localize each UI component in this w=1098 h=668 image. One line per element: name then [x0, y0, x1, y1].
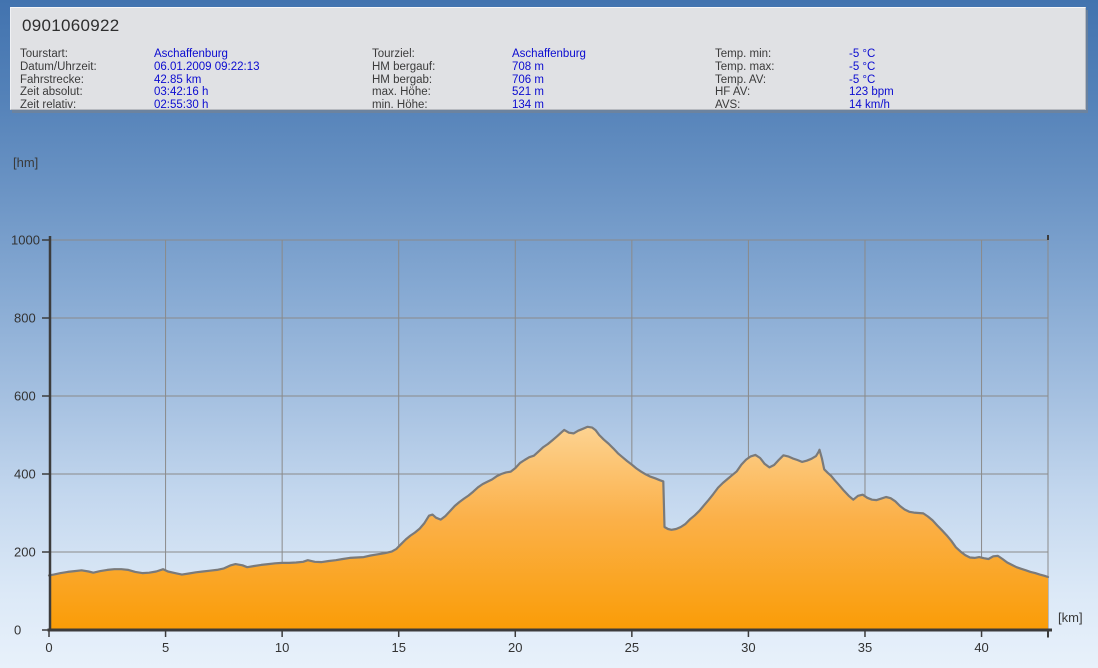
info-label: min. Höhe:: [372, 99, 428, 112]
info-row-temp-av: Temp. AV: -5 °C: [715, 73, 894, 86]
x-axis-unit-label: [km]: [1058, 610, 1083, 625]
x-tick-label-5: 5: [162, 640, 169, 655]
x-tick-label-30: 30: [741, 640, 755, 655]
y-tick-label-800: 800: [14, 311, 36, 326]
info-value: 706 m: [512, 73, 544, 86]
info-value: 134 m: [512, 99, 544, 112]
info-row-temp-min: Temp. min: -5 °C: [715, 48, 894, 61]
info-value: -5 °C: [849, 61, 876, 74]
info-value: -5 °C: [849, 48, 876, 61]
info-value: 521 m: [512, 86, 544, 99]
info-label: Fahrstrecke:: [20, 73, 84, 86]
info-label: Temp. min:: [715, 48, 772, 61]
info-row-tourziel: Tourziel: Aschaffenburg: [372, 48, 586, 61]
y-tick-label-1000: 1000: [11, 233, 40, 248]
info-row-datum-uhrzeit: Datum/Uhrzeit: 06.01.2009 09:22:13: [20, 61, 260, 74]
x-tick-label-15: 15: [391, 640, 405, 655]
y-tick-label-0: 0: [14, 623, 21, 638]
info-row-fahrstrecke: Fahrstrecke: 42.85 km: [20, 73, 260, 86]
x-tick-label-20: 20: [508, 640, 522, 655]
info-value: 14 km/h: [849, 99, 890, 112]
elevation-profile-line: [47, 425, 1050, 579]
tour-title: 0901060922: [22, 16, 120, 35]
info-label: Temp. max:: [715, 61, 775, 74]
info-value: -5 °C: [849, 73, 876, 86]
info-value: 123 bpm: [849, 86, 894, 99]
info-label: Zeit absolut:: [20, 86, 83, 99]
info-row-hm-bergauf: HM bergauf: 708 m: [372, 61, 586, 74]
tour-info-column-3: Temp. min: -5 °C Temp. max: -5 °C Temp. …: [715, 48, 894, 111]
y-tick-label-200: 200: [14, 545, 36, 560]
info-label: HF AV:: [715, 86, 751, 99]
info-label: HM bergauf:: [372, 61, 436, 74]
chart-area-series: [47, 425, 1050, 630]
info-value: 42.85 km: [154, 73, 202, 86]
elevation-area-fill: [49, 426, 1048, 630]
info-label: Temp. AV:: [715, 73, 767, 86]
x-tick-label-0: 0: [45, 640, 52, 655]
info-label: Zeit relativ:: [20, 99, 77, 112]
info-value: 02:55:30 h: [154, 99, 209, 112]
info-row-hf-av: HF AV: 123 bpm: [715, 86, 894, 99]
tour-info-column-1: Tourstart: Aschaffenburg Datum/Uhrzeit: …: [20, 48, 260, 111]
x-tick-label-10: 10: [275, 640, 289, 655]
y-tick-label-600: 600: [14, 389, 36, 404]
info-row-avs: AVS: 14 km/h: [715, 99, 894, 112]
info-label: HM bergab:: [372, 73, 433, 86]
info-value: Aschaffenburg: [512, 48, 586, 61]
info-row-zeit-relativ: Zeit relativ: 02:55:30 h: [20, 99, 260, 112]
info-row-hm-bergab: HM bergab: 706 m: [372, 73, 586, 86]
x-tick-label-40: 40: [974, 640, 988, 655]
x-tick-label-35: 35: [858, 640, 872, 655]
chart-tick-labels: 0 200 400 600 800 1000 0 5 10 15 20 25 30 35 40: [11, 233, 989, 656]
chart-axes: [42, 235, 1052, 638]
info-label: max. Höhe:: [372, 86, 431, 99]
tour-info-column-2: Tourziel: Aschaffenburg HM bergauf: 708 …: [372, 48, 586, 111]
info-label: Tourziel:: [372, 48, 415, 61]
info-value: 06.01.2009 09:22:13: [154, 61, 260, 74]
x-tick-label-25: 25: [625, 640, 639, 655]
info-label: Tourstart:: [20, 48, 68, 61]
info-label: Datum/Uhrzeit:: [20, 61, 97, 74]
info-row-min-hoehe: min. Höhe: 134 m: [372, 99, 586, 112]
info-value: Aschaffenburg: [154, 48, 228, 61]
tour-info-panel: 0901060922 Tourstart: Aschaffenburg Datu…: [10, 7, 1086, 111]
info-row-tourstart: Tourstart: Aschaffenburg: [20, 48, 260, 61]
info-label: AVS:: [715, 99, 741, 112]
info-row-max-hoehe: max. Höhe: 521 m: [372, 86, 586, 99]
y-tick-label-400: 400: [14, 467, 36, 482]
y-axis-unit-label: [hm]: [13, 155, 39, 170]
info-value: 03:42:16 h: [154, 86, 209, 99]
info-value: 708 m: [512, 61, 544, 74]
info-row-temp-max: Temp. max: -5 °C: [715, 61, 894, 74]
info-row-zeit-absolut: Zeit absolut: 03:42:16 h: [20, 86, 260, 99]
